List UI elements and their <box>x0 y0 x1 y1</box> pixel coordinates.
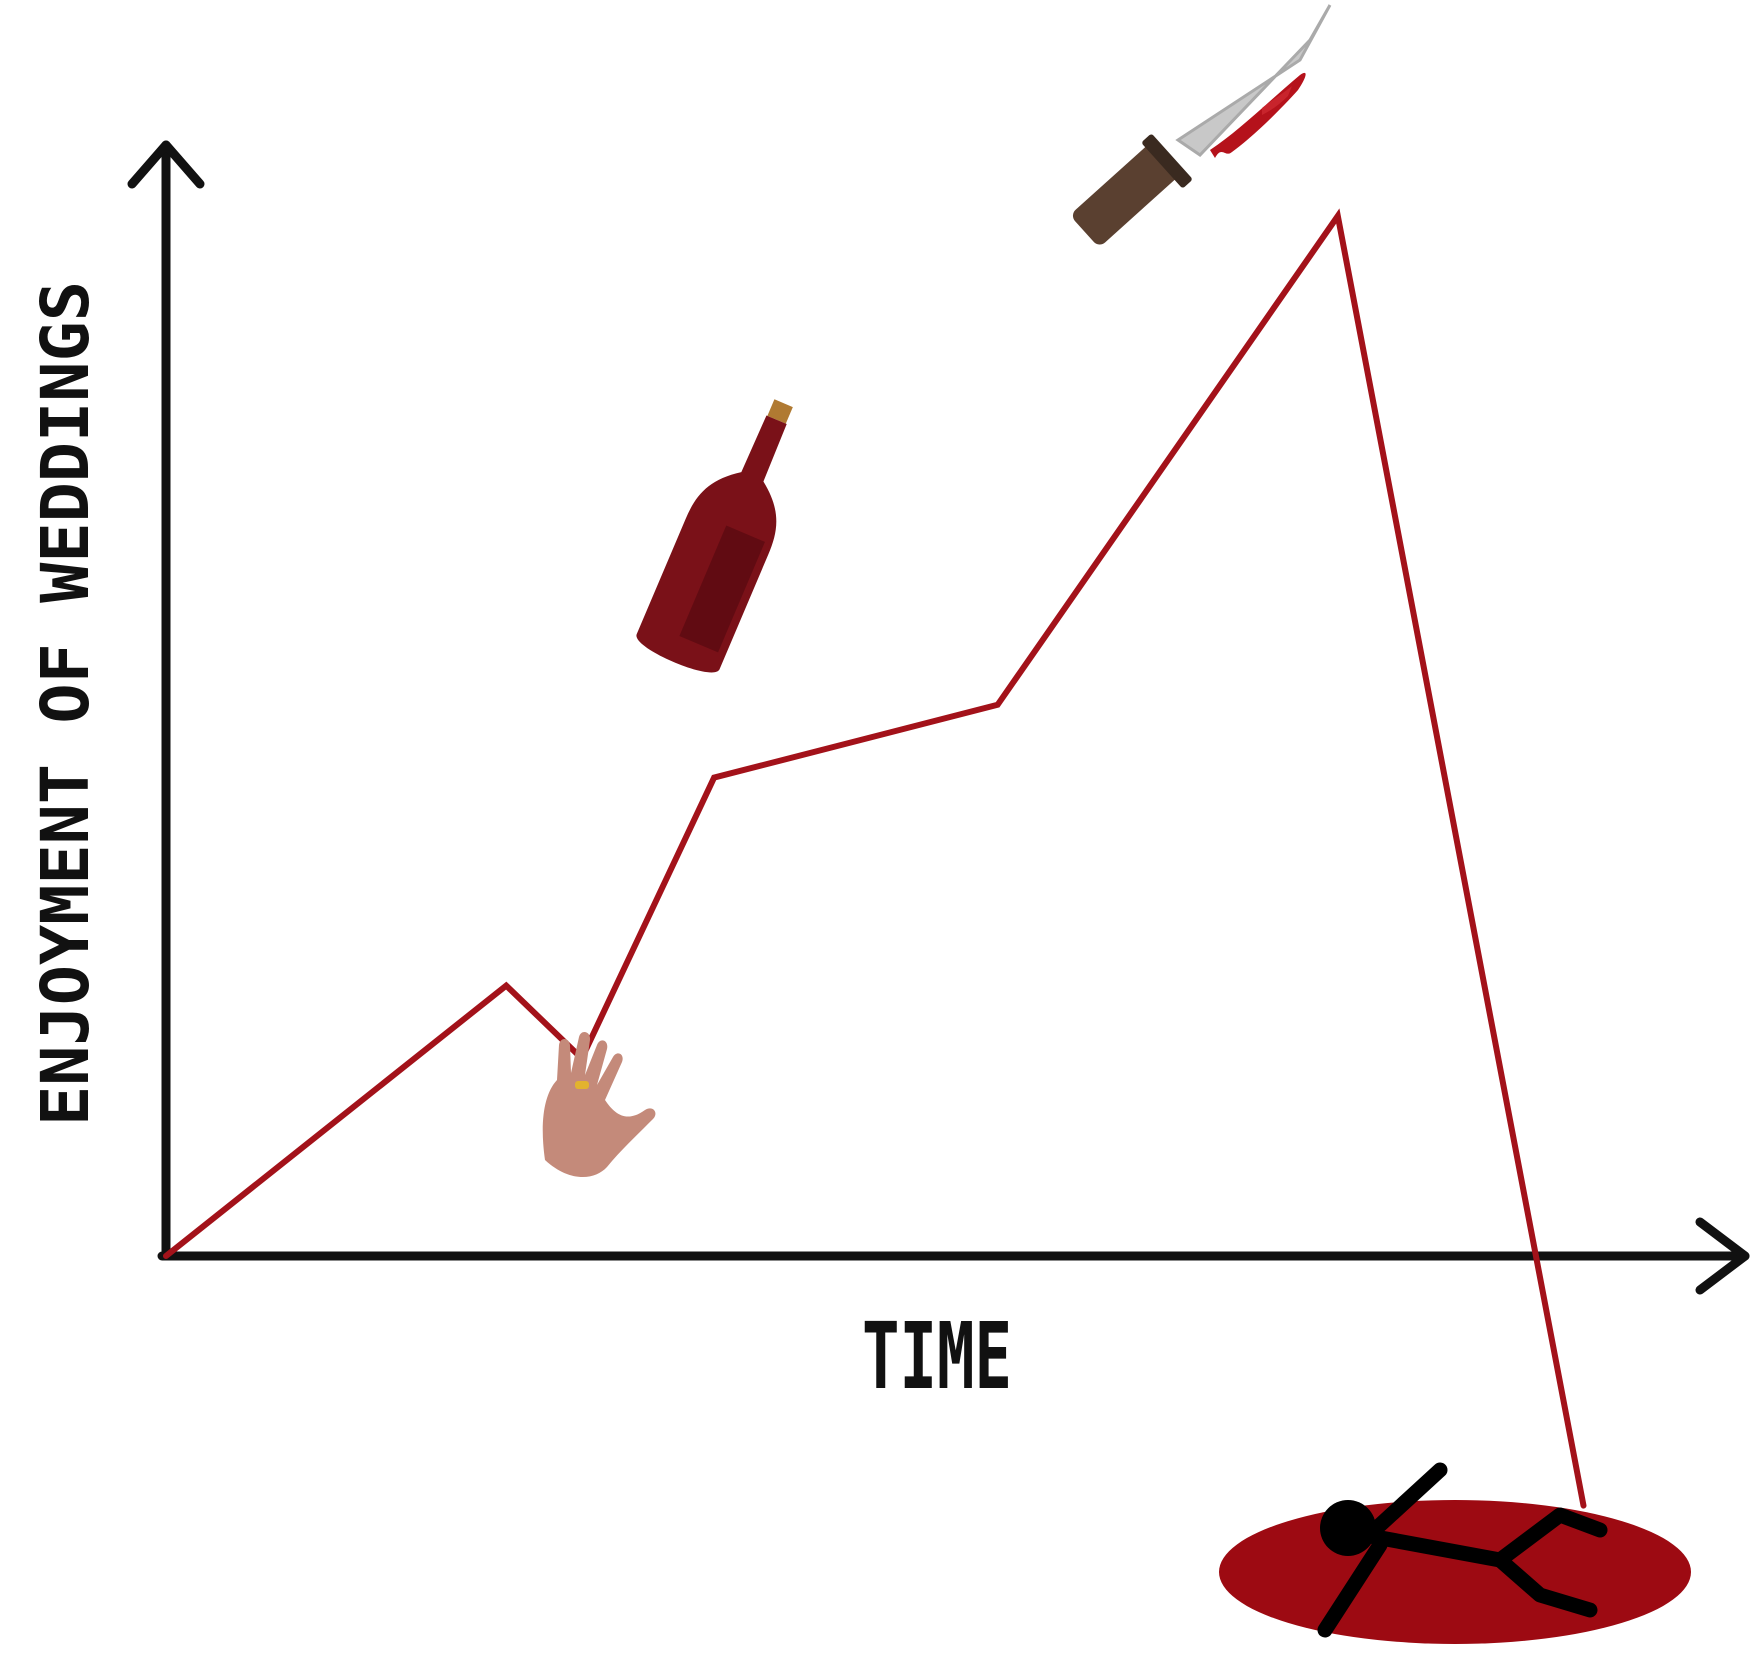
y-axis-label: ENJOYMENT OF WEDDINGS <box>27 281 104 1126</box>
axes <box>127 140 1750 1295</box>
y-axis-arrow-icon <box>127 140 205 189</box>
series-line <box>163 208 1587 1509</box>
wine-bottle-icon <box>636 399 793 673</box>
x-axis-label: TIME <box>862 1303 1012 1410</box>
x-axis-arrow-icon <box>1695 1217 1750 1295</box>
ring-hand-icon <box>542 1031 656 1178</box>
ring-icon <box>575 1081 589 1089</box>
bloody-knife-icon <box>1072 4 1332 245</box>
fallen-stick-figure-in-blood-pool-icon <box>1219 1462 1691 1644</box>
blood-pool <box>1219 1500 1691 1644</box>
